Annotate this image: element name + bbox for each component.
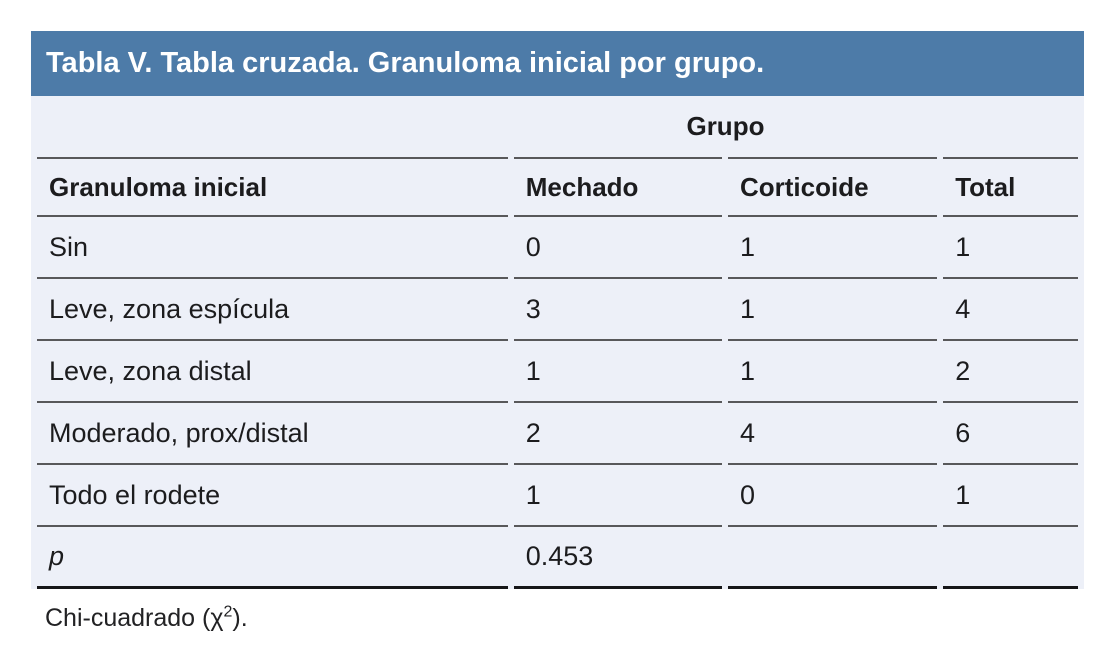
row-label: Sin xyxy=(37,215,508,277)
p-row-spacer-1 xyxy=(727,525,938,589)
group-header-spacer-right xyxy=(943,96,1078,157)
p-value-row: p 0.453 xyxy=(37,525,1078,589)
group-header-cell: Grupo xyxy=(686,111,765,141)
cell-corticoide: 1 xyxy=(727,277,938,339)
column-header-mechado: Mechado xyxy=(513,157,722,215)
row-label: Leve, zona distal xyxy=(37,339,508,401)
footnote-text-end: ). xyxy=(232,604,248,632)
cell-mechado: 3 xyxy=(513,277,722,339)
row-label: Todo el rodete xyxy=(37,463,508,525)
cell-total: 1 xyxy=(943,215,1078,277)
row-label: Moderado, prox/distal xyxy=(37,401,508,463)
group-header-row: Grupo xyxy=(37,96,1078,157)
p-label: p xyxy=(37,525,508,589)
cell-mechado: 1 xyxy=(513,463,722,525)
cell-corticoide: 1 xyxy=(727,215,938,277)
cell-corticoide: 1 xyxy=(727,339,938,401)
column-header-corticoide: Corticoide xyxy=(727,157,938,215)
cell-corticoide: 0 xyxy=(727,463,938,525)
column-header-granuloma-inicial: Granuloma inicial xyxy=(37,157,508,215)
table-title: Tabla V. Tabla cruzada. Granuloma inicia… xyxy=(46,47,765,79)
table-row-leve-espicula: Leve, zona espícula 3 1 4 xyxy=(37,277,1078,339)
group-header-spacer-left xyxy=(37,96,508,157)
p-row-spacer-2 xyxy=(943,525,1078,589)
table-row-moderado: Moderado, prox/distal 2 4 6 xyxy=(37,401,1078,463)
footnote-superscript: 2 xyxy=(223,603,233,621)
cell-total: 1 xyxy=(943,463,1078,525)
cell-total: 2 xyxy=(943,339,1078,401)
cross-tab-table-block: Tabla V. Tabla cruzada. Granuloma inicia… xyxy=(31,31,1084,589)
cell-total: 4 xyxy=(943,277,1078,339)
table-title-bar: Tabla V. Tabla cruzada. Granuloma inicia… xyxy=(31,31,1084,96)
column-header-total: Total xyxy=(943,157,1078,215)
table-footnote: Chi-cuadrado (χ2). xyxy=(31,604,248,633)
cell-mechado: 1 xyxy=(513,339,722,401)
cell-total: 6 xyxy=(943,401,1078,463)
cross-tab-table: Grupo Granuloma inicial Mechado Corticoi… xyxy=(31,96,1084,589)
cell-corticoide: 4 xyxy=(727,401,938,463)
table-row-leve-distal: Leve, zona distal 1 1 2 xyxy=(37,339,1078,401)
column-header-row: Granuloma inicial Mechado Corticoide Tot… xyxy=(37,157,1078,215)
p-value: 0.453 xyxy=(513,525,722,589)
cell-mechado: 2 xyxy=(513,401,722,463)
cell-mechado: 0 xyxy=(513,215,722,277)
table-row-sin: Sin 0 1 1 xyxy=(37,215,1078,277)
table-row-todo-el-rodete: Todo el rodete 1 0 1 xyxy=(37,463,1078,525)
row-label: Leve, zona espícula xyxy=(37,277,508,339)
footnote-text: Chi-cuadrado (χ xyxy=(45,604,224,632)
